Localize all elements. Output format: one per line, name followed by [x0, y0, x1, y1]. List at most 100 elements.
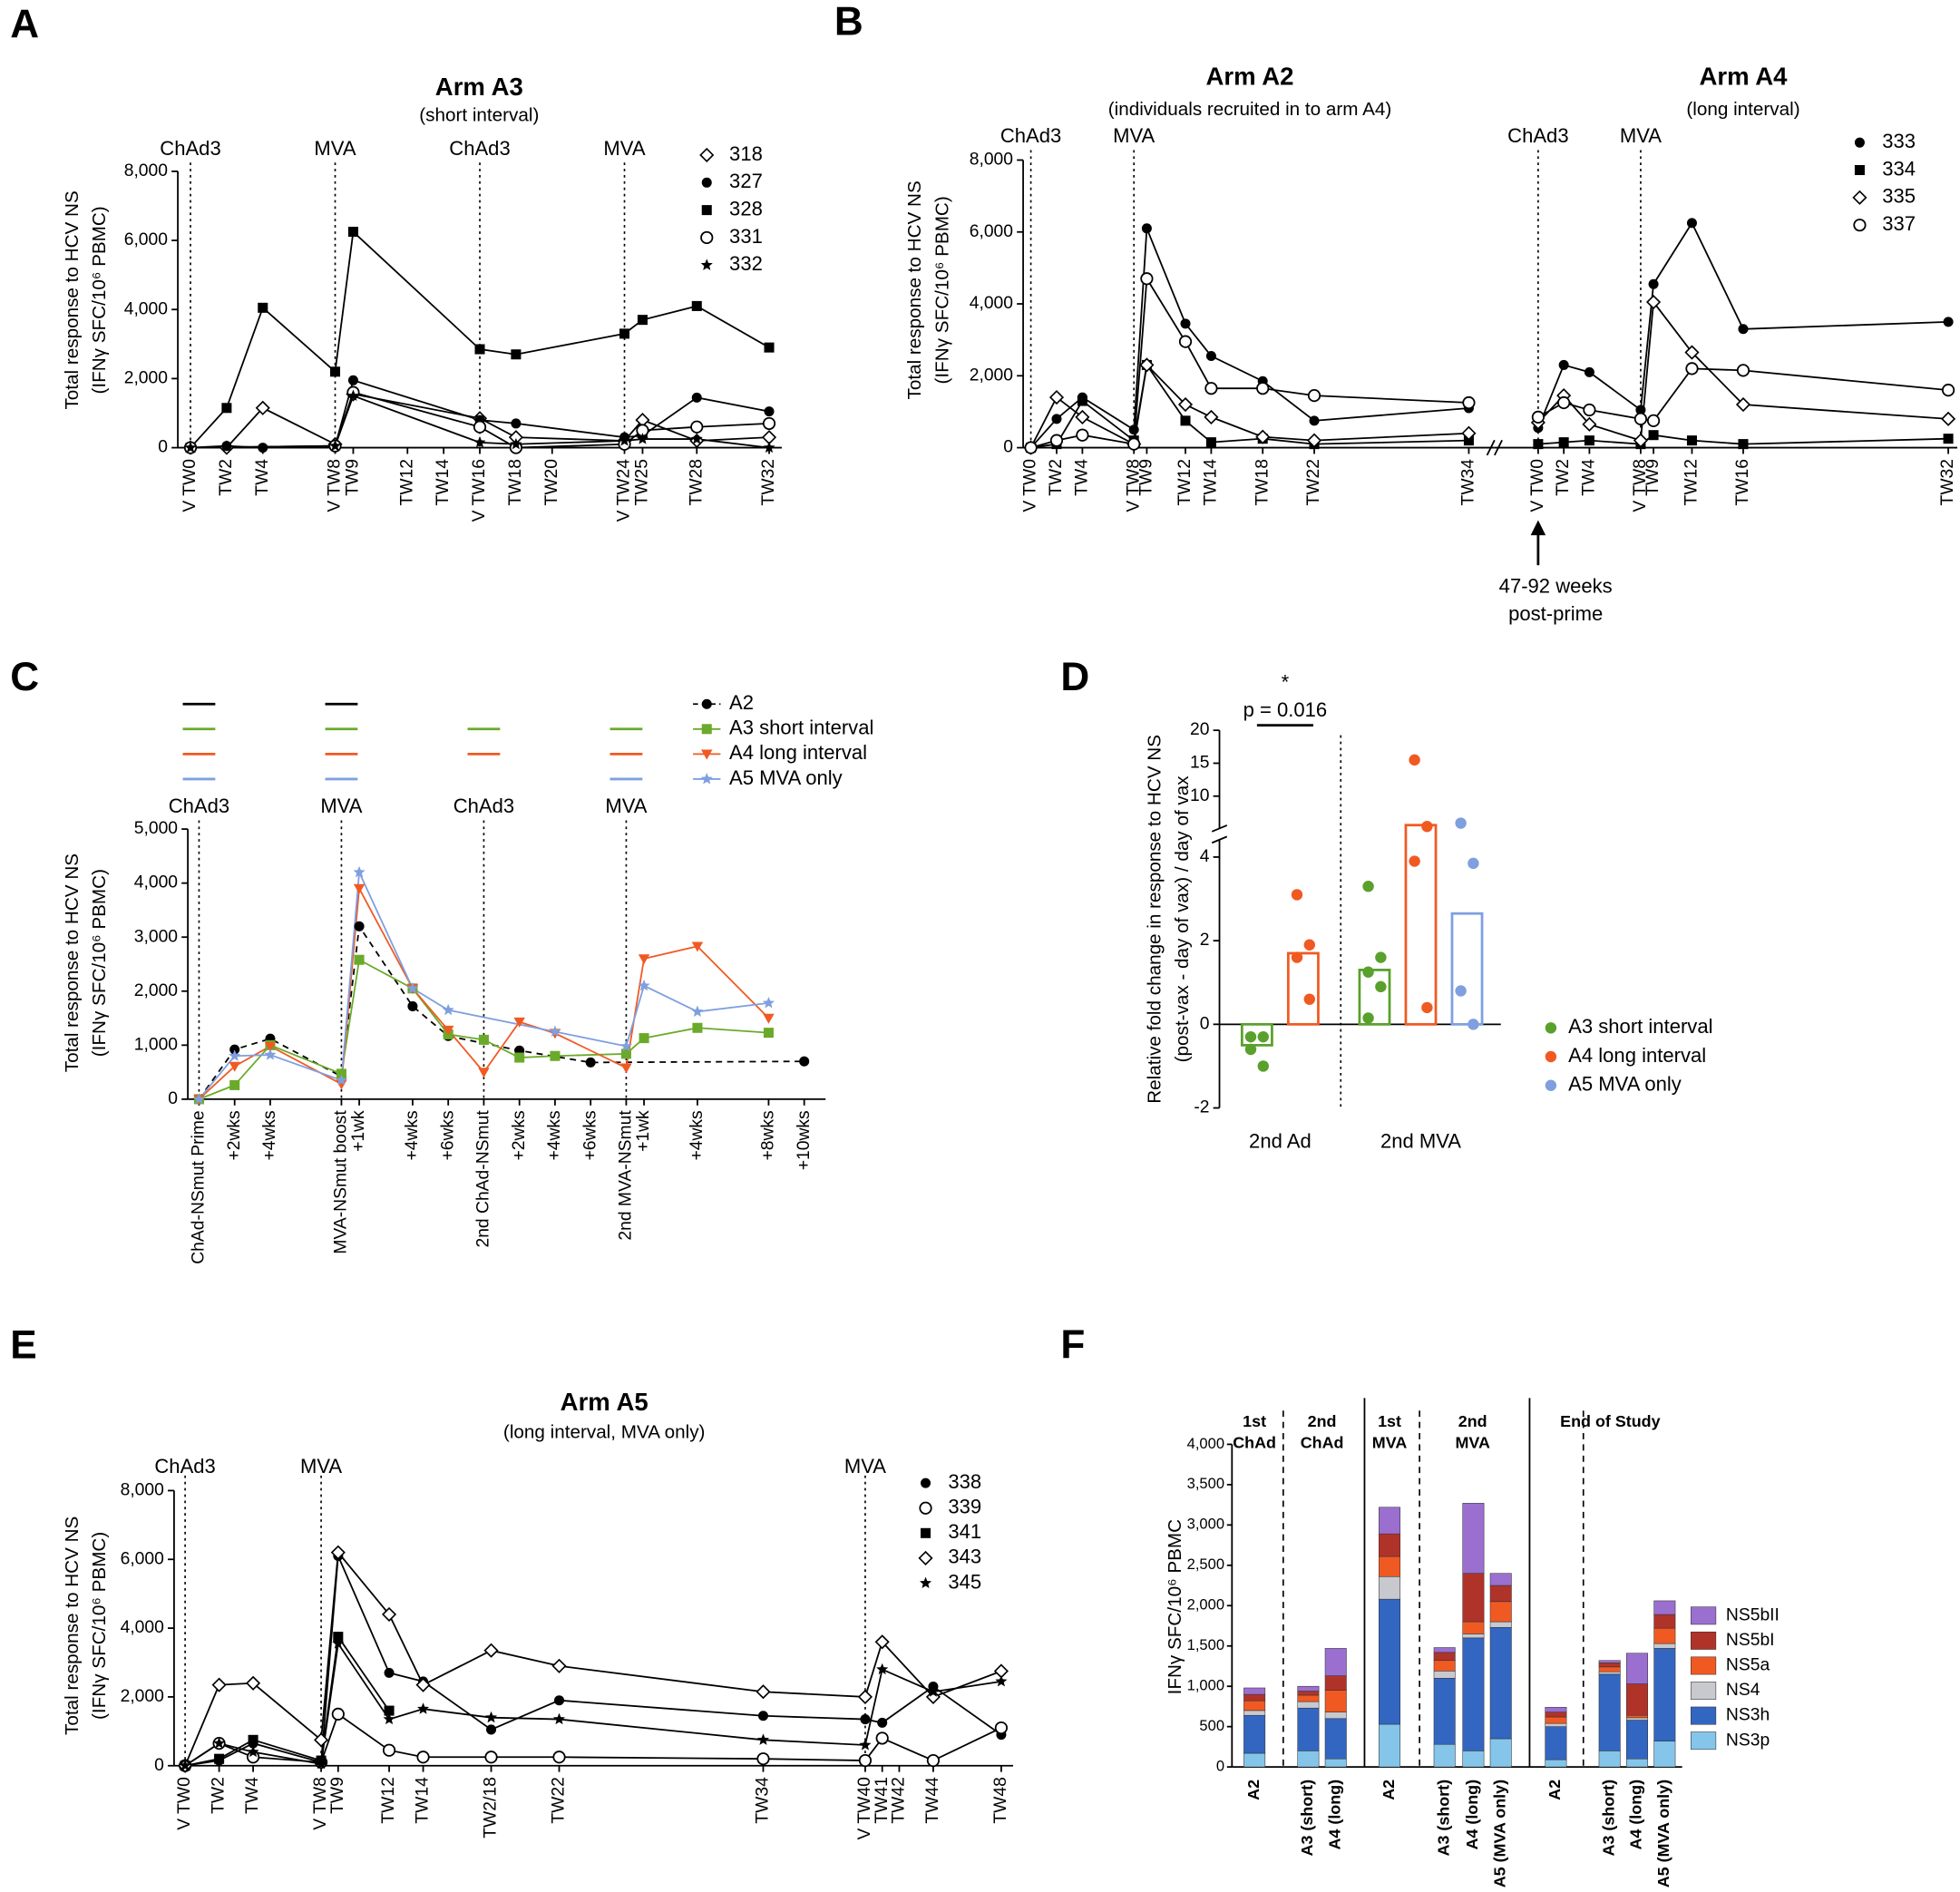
group-label: End of Study	[1560, 1412, 1660, 1430]
bar	[1240, 1022, 1273, 1047]
bar-segment	[1243, 1752, 1266, 1768]
y-tick-label: 3,000	[1187, 1516, 1224, 1533]
significance-label: p = 0.016	[1243, 698, 1328, 721]
bar-segment	[1545, 1716, 1567, 1724]
bar-segment	[1433, 1647, 1456, 1653]
data-point	[229, 1079, 240, 1090]
x-tick-label: V TW8	[1124, 459, 1143, 512]
data-point	[264, 1041, 277, 1052]
data-point	[264, 1048, 277, 1060]
chart-subtitle: (short interval)	[419, 105, 539, 126]
event-label: MVA	[605, 795, 647, 817]
data-point	[1648, 430, 1659, 441]
data-point	[1362, 1012, 1374, 1024]
y-tick-label: 2,000	[121, 1687, 164, 1706]
group-label: 1st	[1378, 1412, 1401, 1430]
x-tick-label: A4 (long)	[1325, 1780, 1343, 1850]
data-point	[483, 1643, 499, 1658]
x-tick-label: +6wks	[438, 1110, 457, 1160]
event-label: MVA	[1113, 124, 1155, 147]
bar-segment	[1297, 1691, 1320, 1696]
x-tick-label: TW12	[1175, 459, 1195, 505]
x-tick-label: TW32	[759, 459, 778, 505]
data-point	[478, 1034, 489, 1045]
event-label: ChAd3	[453, 795, 514, 817]
data-point	[213, 1737, 226, 1749]
data-point	[353, 865, 366, 878]
x-tick-label: TW2	[217, 459, 236, 496]
x-tick-label: A3 (short)	[1434, 1780, 1452, 1857]
data-point	[1127, 437, 1141, 451]
x-tick-label: TW4	[1580, 459, 1599, 496]
legend-marker	[701, 177, 712, 188]
y-tick-label: 500	[1199, 1717, 1224, 1734]
data-point	[1941, 384, 1955, 397]
data-point	[484, 1711, 498, 1723]
event-label: MVA	[320, 795, 362, 817]
bar	[1358, 969, 1391, 1026]
bar-segment	[1598, 1671, 1621, 1675]
data-point	[1633, 412, 1648, 425]
y-tick-label: 0	[1216, 1758, 1224, 1775]
bar-segment	[1626, 1758, 1649, 1768]
data-point	[486, 1724, 497, 1735]
data-point	[877, 1717, 888, 1728]
x-tick-label: +4wks	[403, 1110, 422, 1160]
bar-segment	[1433, 1671, 1456, 1679]
x-tick-label: TW2	[210, 1777, 229, 1814]
data-point	[762, 996, 775, 1009]
bar-segment	[1243, 1693, 1266, 1702]
x-tick-label: V TW0	[1021, 459, 1040, 512]
group-label: 2nd	[1308, 1412, 1337, 1430]
x-tick-label: V TW8	[1631, 459, 1650, 512]
y-tick-label: 0	[158, 438, 168, 457]
x-tick-label: TW48	[991, 1777, 1010, 1823]
legend-marker	[1545, 1079, 1557, 1091]
data-point	[764, 406, 775, 417]
bar-segment	[1653, 1648, 1676, 1741]
data-point	[1255, 429, 1271, 444]
data-point	[1558, 359, 1569, 370]
bar-segment	[1489, 1585, 1512, 1603]
data-point	[383, 1712, 395, 1725]
group-label: MVA	[1455, 1434, 1490, 1452]
x-tick-label: TW4	[1072, 459, 1091, 496]
data-point	[552, 1712, 566, 1725]
x-tick-label: V TW16	[470, 459, 489, 522]
event-label: ChAd3	[169, 795, 229, 817]
data-point	[1077, 395, 1087, 406]
bar-segment	[1433, 1678, 1456, 1745]
event-label: ChAd3	[1000, 124, 1061, 147]
series-line	[184, 1634, 390, 1767]
bar-segment	[1545, 1712, 1567, 1718]
bar-segment	[1297, 1685, 1320, 1692]
bar-segment	[1433, 1660, 1456, 1672]
legend-label: A4 long interval	[729, 741, 867, 764]
legend-label: A2	[729, 691, 754, 714]
y-tick-label: 3,000	[134, 927, 178, 946]
data-point	[314, 1732, 329, 1748]
legend-marker	[700, 258, 713, 270]
bar-segment	[1297, 1701, 1320, 1709]
data-point	[925, 1689, 941, 1704]
x-tick-label: +8wks	[759, 1110, 778, 1160]
x-tick-label: TW18	[1253, 459, 1272, 505]
data-point	[756, 1684, 771, 1700]
data-point	[691, 1005, 704, 1017]
chart-subtitle: (long interval, MVA only)	[503, 1422, 706, 1443]
legend-label: 318	[729, 142, 763, 165]
data-point	[1048, 390, 1065, 405]
x-tick-label: TW12	[1682, 459, 1702, 505]
data-point	[246, 1675, 261, 1691]
x-tick-label: V TW0	[1528, 459, 1547, 512]
bar	[1286, 951, 1320, 1026]
bar-segment	[1243, 1687, 1266, 1695]
bar-segment	[1297, 1707, 1320, 1751]
legend-swatch	[1691, 1631, 1717, 1650]
event-label: MVA	[1620, 124, 1662, 147]
legend-label: 345	[948, 1570, 981, 1593]
y-tick-label: 4,000	[134, 873, 178, 892]
x-tick-label: TW9	[1643, 459, 1663, 496]
data-point	[416, 1751, 430, 1764]
data-point	[511, 418, 522, 429]
